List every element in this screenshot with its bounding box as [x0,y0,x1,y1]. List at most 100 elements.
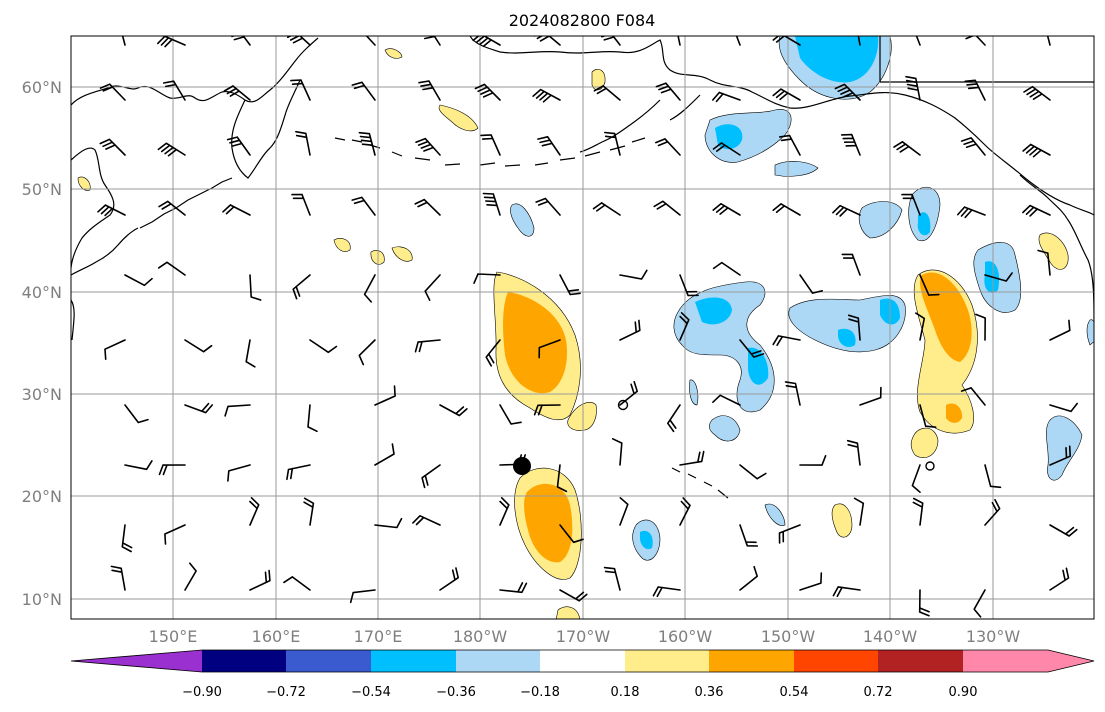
negative-core [640,530,653,550]
wind-barb [295,130,311,156]
kuril-chain [139,177,233,229]
wind-barb [619,319,641,341]
wind-barb [1022,204,1051,217]
wind-barb [97,204,126,217]
graticule [71,36,1094,619]
positive-region [391,246,413,262]
wind-barb [157,261,186,276]
wind-barb [245,339,256,368]
wind-barb [957,206,986,219]
colorbar-label: −0.36 [436,685,476,700]
colorbar-label: −0.90 [182,685,222,700]
positive-region [910,427,939,459]
wind-barb [110,565,126,591]
wind-barb [473,273,501,284]
wind-barb [784,381,801,406]
wind-barb [619,381,638,406]
wind-barb [846,439,861,466]
wind-barb [840,133,861,156]
wind-barb [593,85,621,101]
wind-barb [603,566,621,591]
wind-barb [559,274,581,296]
wind-barb [249,497,260,526]
colorbar-segment [202,650,286,672]
wind-barb [655,82,681,101]
colorbar-label: −0.18 [520,685,560,700]
colorbar-segment [371,650,456,672]
lon-label: 170°W [556,627,611,646]
wind-barb [358,339,376,366]
wind-barb [960,387,986,406]
positive-region [555,606,581,619]
wind-barb [303,497,315,526]
wind-barb [832,586,861,597]
positive-region [333,238,351,252]
positive-region [77,176,91,191]
lat-label: 60°N [22,78,62,97]
negative-region [788,295,906,353]
wind-barb [287,36,311,46]
wind-barb [893,141,921,156]
colorbar-label: 0.72 [864,685,893,700]
wind-barb [604,131,621,156]
coastlines [71,36,1094,499]
wind-barb [223,85,251,101]
wind-barb [374,443,395,466]
positive-region [384,48,403,59]
wind-barbs [97,36,1078,618]
lon-label: 140°W [863,627,918,646]
colorbar-label: 0.18 [611,685,640,700]
lat-label: 10°N [22,590,62,609]
map-title: 2024082800 F084 [509,11,656,30]
negative-core [695,297,732,325]
wind-barb [975,313,986,341]
wind-barb [679,274,699,297]
wind-barb [99,138,126,156]
colorbar-segment [878,650,963,672]
wind-barb [414,198,441,216]
wind-barb [374,385,396,406]
wind-barb [962,36,986,46]
colorbar-label: 0.54 [780,685,809,700]
wind-barb [124,274,153,287]
wind-barb [653,200,681,216]
positive-core [503,292,568,394]
wind-barb [121,36,126,46]
negative-region [709,415,741,442]
wind-barb [841,253,861,276]
colorbar-segment [540,650,625,672]
wind-barb [157,142,186,157]
wind-barb [772,203,801,216]
wind-barb [559,524,584,544]
wind-barb [832,204,861,217]
wind-barb [485,339,501,367]
lon-label: 160°E [252,627,301,646]
wind-barb [619,497,629,526]
wind-barb [799,274,823,294]
wind-barb [249,569,271,591]
japan-coast [71,227,139,341]
longitude-labels: 150°E 160°E 170°E 180°W 170°W 160°W 150°… [149,627,1021,646]
small-circle-marker [617,399,629,411]
wind-barb [162,80,186,101]
wind-barb [772,335,801,346]
wind-barb [439,404,468,417]
wind-barb [374,517,403,529]
colorbar-segment [709,650,794,672]
wind-barb [799,455,827,466]
negative-region [689,379,699,406]
wind-barb [1049,524,1078,537]
negative-region [774,160,819,177]
wind-barb [1049,319,1071,341]
negative-region [510,203,535,237]
wind-barb [772,88,801,101]
wind-barb [124,404,149,424]
colorbar-extend-high [963,650,1094,672]
wind-barb [778,524,801,544]
wind-barb [984,464,1002,489]
wind-barb [667,404,681,433]
wind-barb [915,312,926,341]
latitude-labels: 60°N 50°N 40°N 30°N 20°N 10°N [22,78,62,609]
wind-barb [121,524,133,553]
wind-barb [859,386,882,406]
